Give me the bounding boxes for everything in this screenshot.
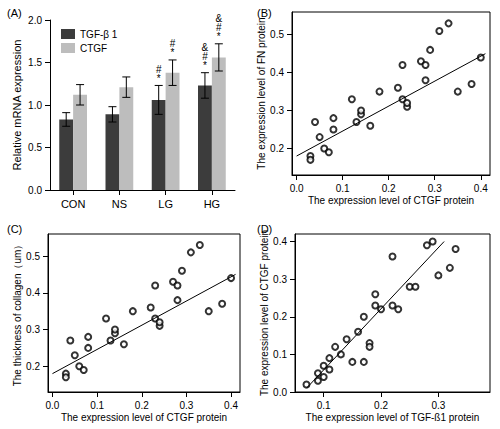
svg-text:0.0: 0.0 [46, 400, 60, 411]
svg-text:0.5: 0.5 [28, 142, 42, 153]
svg-text:The expression level of FN pro: The expression level of FN protein [256, 17, 267, 169]
svg-text:0.1: 0.1 [273, 349, 287, 360]
svg-text:0.3: 0.3 [26, 324, 40, 335]
svg-text:Relative mRNA expression: Relative mRNA expression [11, 40, 23, 171]
svg-text:0.4: 0.4 [270, 67, 284, 78]
svg-text:0.0: 0.0 [273, 387, 287, 398]
svg-text:(C): (C) [7, 223, 22, 235]
svg-text:*: * [157, 73, 161, 84]
svg-text:The thickness of collagen（um）: The thickness of collagen（um） [12, 240, 23, 387]
svg-text:0.4: 0.4 [224, 400, 238, 411]
svg-text:0.2: 0.2 [382, 183, 396, 194]
svg-text:0.2: 0.2 [374, 400, 388, 411]
svg-text:0.2: 0.2 [135, 400, 149, 411]
svg-text:CON: CON [61, 198, 86, 210]
svg-text:NS: NS [112, 198, 127, 210]
svg-text:0.3: 0.3 [428, 183, 442, 194]
svg-text:0.2: 0.2 [270, 143, 284, 154]
svg-text:0.3: 0.3 [179, 400, 193, 411]
svg-text:*: * [217, 31, 221, 42]
svg-text:The expression level of CTGF p: The expression level of CTGF protein [259, 230, 270, 396]
svg-text:HG: HG [204, 198, 221, 210]
svg-text:1.0: 1.0 [28, 100, 42, 111]
svg-text:0.0: 0.0 [28, 185, 42, 196]
svg-text:0.1: 0.1 [90, 400, 104, 411]
svg-text:0.2: 0.2 [273, 311, 287, 322]
svg-text:0.5: 0.5 [270, 29, 284, 40]
svg-text:(A): (A) [7, 7, 22, 19]
svg-text:2.0: 2.0 [28, 15, 42, 26]
svg-text:0.3: 0.3 [273, 274, 287, 285]
svg-text:TGF-β 1: TGF-β 1 [80, 29, 118, 40]
svg-text:(B): (B) [257, 7, 272, 19]
svg-text:0.2: 0.2 [26, 361, 40, 372]
svg-text:CTGF: CTGF [80, 43, 107, 54]
svg-text:0.1: 0.1 [336, 183, 350, 194]
svg-text:0.4: 0.4 [273, 236, 287, 247]
svg-text:0.3: 0.3 [431, 400, 445, 411]
svg-text:1.5: 1.5 [28, 57, 42, 68]
svg-text:The expression level of CTGF p: The expression level of CTGF protein [61, 412, 227, 423]
svg-text:0.5: 0.5 [26, 251, 40, 262]
svg-text:LG: LG [158, 198, 173, 210]
svg-text:*: * [203, 60, 207, 71]
svg-text:0.1: 0.1 [317, 400, 331, 411]
svg-text:0.4: 0.4 [26, 287, 40, 298]
svg-text:The expression level of TGF-ß1: The expression level of TGF-ß1 protein [306, 412, 480, 423]
svg-text:0.4: 0.4 [474, 183, 488, 194]
svg-text:*: * [171, 47, 175, 58]
svg-text:0.0: 0.0 [290, 183, 304, 194]
svg-text:0.3: 0.3 [270, 105, 284, 116]
svg-text:The expression level of CTGF p: The expression level of CTGF protein [308, 195, 474, 206]
svg-text:(D): (D) [257, 223, 272, 235]
